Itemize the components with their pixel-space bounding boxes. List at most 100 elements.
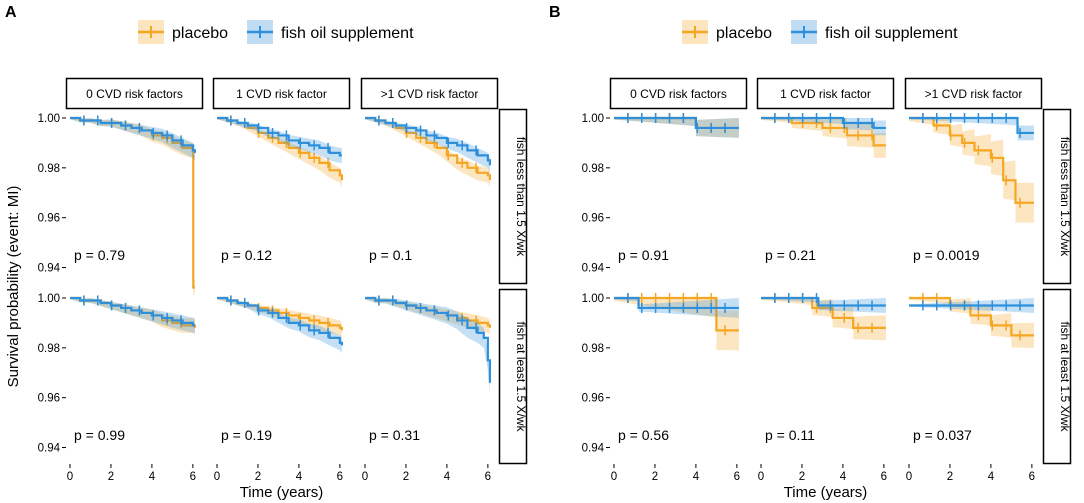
ci-band-fish-oil (70, 117, 195, 161)
col-strip-label: >1 CVD risk factor (381, 87, 479, 101)
x-tick-label: 6 (881, 471, 887, 483)
ci-band-placebo (365, 117, 490, 188)
x-tick-label: 6 (1029, 471, 1035, 483)
row-strip-label: fish at least 1.5 X/wk (1058, 321, 1072, 432)
p-value-label: p = 0.0019 (913, 247, 980, 263)
y-tick-label: 0.96 (582, 393, 604, 405)
ci-band-placebo (70, 297, 195, 336)
ci-band-fish-oil (70, 297, 195, 333)
p-value-label: p = 0.79 (74, 247, 125, 263)
panel-r1-c1: 0 2 4 6 p = 0.11 (758, 292, 887, 483)
ci-band-fish-oil (614, 117, 739, 138)
panel-r1-c2: 0 2 4 6 p = 0.037 (906, 292, 1035, 483)
y-tick-label: 0.94 (582, 443, 605, 455)
p-value-label: p = 0.1 (369, 247, 412, 263)
p-value-label: p = 0.12 (221, 247, 272, 263)
p-value-label: p = 0.99 (74, 427, 125, 443)
ci-band-fish-oil (909, 117, 1034, 141)
survival-curve-fish-oil (909, 116, 1034, 135)
x-axis-title: Time (years) (240, 484, 324, 501)
row-strip-label: fish less than 1.5 X/wk (1058, 137, 1072, 257)
p-value-label: p = 0.56 (618, 427, 669, 443)
survival-curve-fish-oil (761, 296, 886, 307)
row-strip-label: fish at least 1.5 X/wk (514, 321, 528, 432)
x-tick-label: 0 (758, 471, 764, 483)
panel-r1-c2: 0 2 4 6 p = 0.31 (362, 295, 491, 483)
ci-band-placebo (909, 297, 1034, 348)
x-tick-label: 4 (296, 471, 303, 483)
col-strip-label: 1 CVD risk factor (780, 87, 871, 101)
ci-band-placebo (365, 297, 490, 336)
legend-label-fish-oil: fish oil supplement (281, 25, 414, 42)
x-axis-title: Time (years) (784, 484, 868, 501)
col-strip-box (609, 77, 748, 110)
survival-curve-fish-oil (614, 296, 739, 310)
y-tick-label: 0.98 (582, 163, 604, 175)
survival-curve-placebo (761, 296, 886, 329)
panel-letter-A: A (5, 4, 17, 21)
y-tick-label: 0.96 (38, 393, 60, 405)
ci-band-placebo (614, 297, 739, 351)
col-strip-box (904, 77, 1043, 110)
x-tick-label: 4 (840, 471, 847, 483)
col-strip-box (212, 77, 351, 110)
x-tick-label: 4 (988, 471, 995, 483)
y-tick-label: 0.94 (38, 263, 61, 275)
survival-curve-fish-oil (365, 296, 492, 383)
y-tick-label: 1.00 (582, 113, 604, 125)
x-tick-label: 2 (108, 471, 114, 483)
y-tick-label: 0.94 (582, 263, 605, 275)
x-tick-label: 2 (799, 471, 805, 483)
y-tick-label: 0.94 (38, 443, 61, 455)
x-tick-label: 4 (149, 471, 156, 483)
ci-band-placebo (909, 117, 1034, 223)
survival-curve-placebo (614, 296, 739, 332)
x-tick-label: 2 (947, 471, 953, 483)
panel-r0-c2: p = 0.0019 (909, 112, 1034, 263)
x-tick-label: 0 (611, 471, 617, 483)
legend-label-fish-oil: fish oil supplement (825, 25, 958, 42)
survival-curve-fish-oil (70, 116, 197, 153)
survival-curve-placebo (909, 116, 1034, 204)
row-strip-box (1042, 288, 1072, 465)
panel-r0-c0: 0.94 0.96 0.98 1.00 p = 0.79 (38, 113, 197, 295)
survival-curve-fish-oil (217, 296, 344, 346)
legend-label-placebo: placebo (716, 25, 772, 42)
col-strip-box (65, 77, 204, 110)
x-tick-label: 2 (255, 471, 261, 483)
p-value-label: p = 0.11 (765, 427, 815, 443)
y-tick-label: 0.96 (38, 213, 60, 225)
ci-band-placebo (614, 117, 739, 138)
col-strip-label: >1 CVD risk factor (925, 87, 1023, 101)
p-value-label: p = 0.91 (618, 247, 669, 263)
y-tick-label: 1.00 (38, 113, 60, 125)
ci-band-placebo (761, 297, 886, 341)
col-strip-box (360, 77, 499, 110)
x-tick-label: 6 (337, 471, 343, 483)
row-strip-box (498, 108, 528, 285)
col-strip-label: 1 CVD risk factor (236, 87, 327, 101)
x-tick-label: 0 (906, 471, 912, 483)
x-tick-label: 4 (444, 471, 451, 483)
y-tick-label: 0.96 (582, 213, 604, 225)
ci-band-placebo (761, 117, 886, 158)
col-strip-box (756, 77, 895, 110)
row-strip-box (1042, 108, 1072, 285)
legend-label-placebo: placebo (172, 25, 228, 42)
legend: placebo fish oil supplement (682, 20, 958, 44)
y-tick-label: 0.98 (582, 343, 604, 355)
col-strip-label: 0 CVD risk factors (630, 87, 727, 101)
y-tick-label: 1.00 (582, 293, 604, 305)
p-value-label: p = 0.19 (221, 427, 272, 443)
row-strip-box (498, 288, 528, 465)
panel-letter-B: B (549, 4, 561, 21)
legend: placebo fish oil supplement (138, 20, 414, 44)
x-tick-label: 0 (67, 471, 73, 483)
survival-curve-fish-oil (70, 296, 195, 327)
x-tick-label: 6 (734, 471, 740, 483)
x-tick-label: 2 (652, 471, 658, 483)
p-value-label: p = 0.31 (369, 427, 420, 443)
x-tick-label: 6 (485, 471, 491, 483)
